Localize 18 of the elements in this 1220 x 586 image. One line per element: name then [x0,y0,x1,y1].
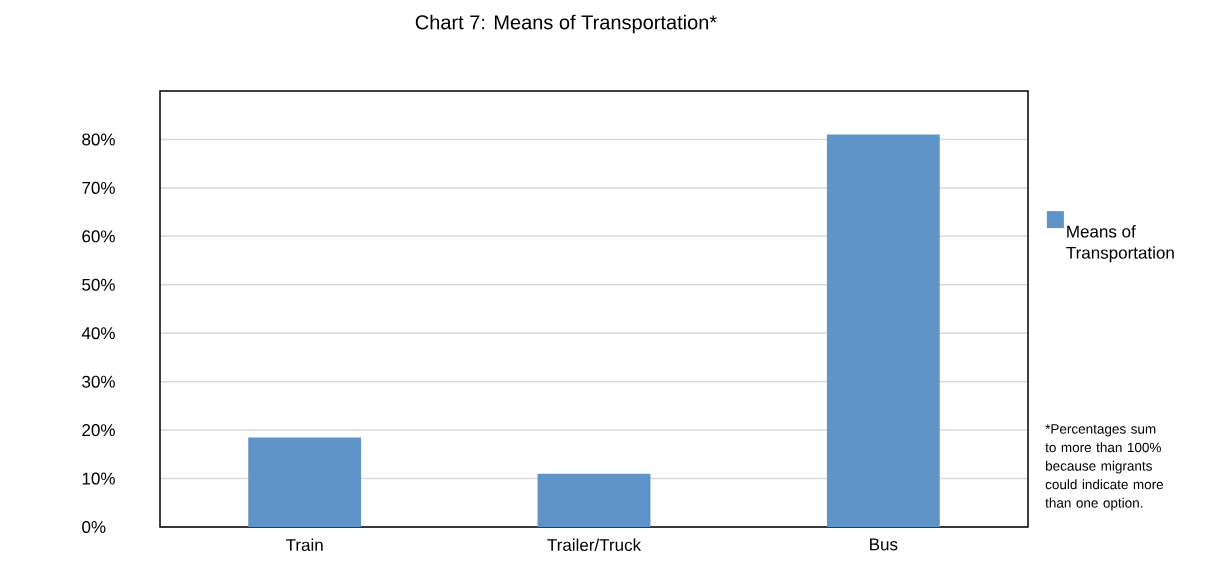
y-tick-label: 30% [82,375,115,388]
y-tick-label: 10% [82,472,115,485]
chart-title: Chart 7: Means of Transportation* [415,14,717,34]
text: *Percentages sum to more than 100% because migrants could indicate more than one option. [1045,424,1164,511]
y-tick-label: 60% [82,230,115,243]
y-tick-label: 70% [82,181,115,194]
bar [826,134,940,527]
x-tick-label: Train [285,538,323,552]
y-tick-label: 50% [82,278,115,291]
legend-label: Means of Transportation [1066,225,1174,263]
x-tick-label: Trailer/Truck [547,538,642,552]
bar [537,473,651,527]
y-tick-label: 80% [82,133,115,146]
y-tick-label: 0% [82,520,106,534]
y-tick-label: 20% [82,424,115,437]
y-tick-label: 40% [81,327,115,340]
x-tick-label: Bus [870,538,898,551]
bar [248,437,362,527]
